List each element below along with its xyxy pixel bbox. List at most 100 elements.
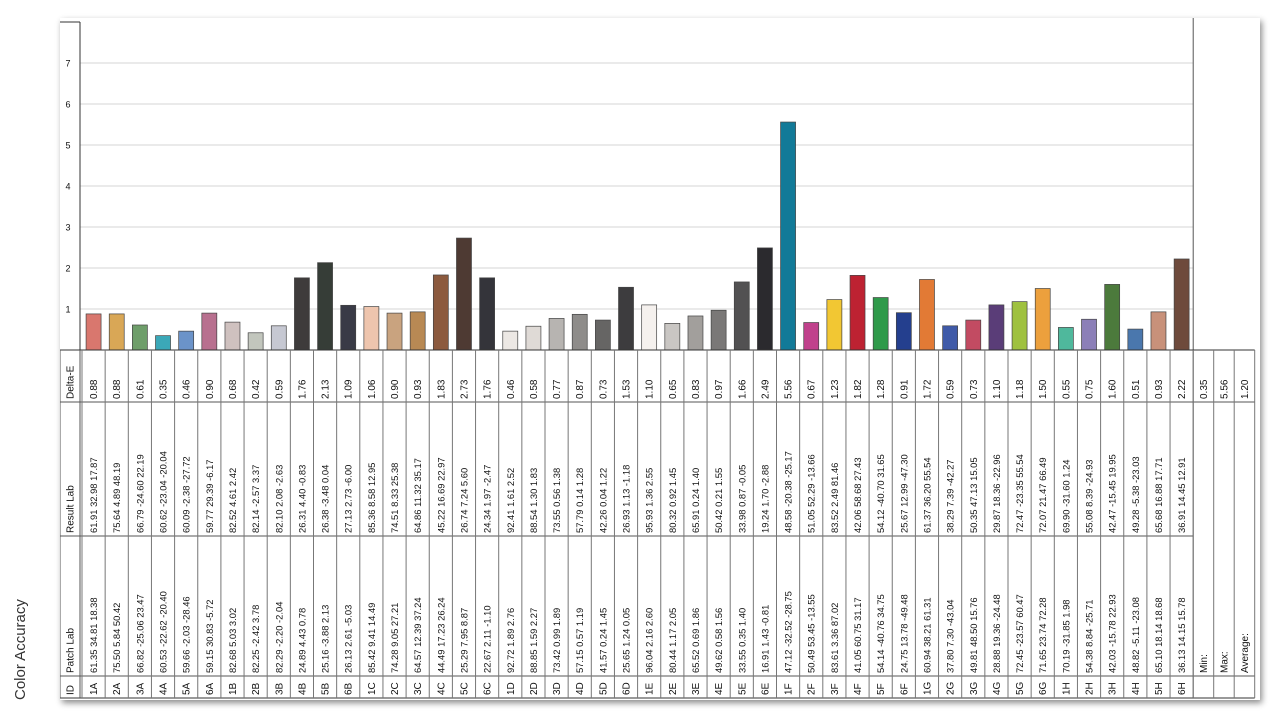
- cell-result-lab-2H: 55.08 8.39 -24.93: [1084, 460, 1095, 534]
- cell-patch-lab-3D: 73.42 0.99 1.89: [551, 608, 562, 673]
- bar-2G: [942, 325, 958, 351]
- cell-patch-lab-4B: 24.89 4.43 0.78: [296, 608, 307, 673]
- cell-patch-lab-2B: 82.25 -2.42 3.78: [250, 605, 261, 673]
- cell-result-lab-6G: 72.07 21.47 66.49: [1037, 457, 1048, 533]
- cell-delta-e-2D: 0.58: [529, 379, 540, 399]
- cell-delta-e-2H: 0.75: [1085, 379, 1096, 399]
- cell-delta-e-3F: 1.23: [830, 379, 841, 399]
- cell-patch-lab-2G: 37.80 7.30 -43.04: [945, 600, 956, 674]
- cell-id-5A: 5A: [182, 682, 193, 695]
- cell-id-4E: 4E: [714, 682, 725, 695]
- bar-1C: [363, 306, 380, 351]
- cell-result-lab-5B: 26.38 -3.48 0.04: [320, 465, 331, 533]
- cell-delta-e-5C: 2.73: [459, 379, 470, 399]
- bar-2B: [247, 332, 264, 351]
- cell-delta-e-6A: 0.90: [205, 379, 216, 399]
- cell-patch-lab-1H: 70.19 -31.85 1.98: [1060, 600, 1071, 674]
- cell-delta-e-2G: 0.59: [946, 379, 957, 399]
- cell-result-lab-6E: 19.24 1.70 -2.88: [759, 465, 770, 533]
- cell-patch-lab-4E: 49.62 0.58 1.56: [713, 608, 724, 673]
- cell-result-lab-4F: 42.06 58.68 27.43: [852, 457, 863, 533]
- bar-2F: [803, 322, 820, 351]
- cell-result-lab-6F: 25.67 12.99 -47.30: [898, 454, 909, 533]
- y-tick-label: 1: [65, 305, 70, 315]
- cell-patch-lab-2F: 50.49 53.45 -13.55: [806, 594, 817, 673]
- cell-patch-lab-5E: 33.55 0.35 1.40: [736, 608, 747, 673]
- bar-3B: [270, 325, 287, 351]
- cell-result-lab-6H: 36.91 14.45 12.91: [1176, 457, 1187, 533]
- cell-delta-e-4A: 0.35: [159, 379, 170, 399]
- cell-patch-lab-3C: 64.57 12.39 37.24: [412, 597, 423, 673]
- bar-6B: [340, 304, 357, 351]
- cell-patch-lab-6A: 59.15 30.83 -5.72: [204, 600, 215, 674]
- cell-id-5E: 5E: [737, 682, 748, 695]
- cell-patch-lab-6D: 25.65 1.24 0.05: [621, 608, 632, 673]
- bar-4F: [849, 275, 866, 351]
- cell-result-lab-5E: 33.98 0.87 -0.05: [736, 465, 747, 533]
- bar-2H: [1081, 318, 1097, 351]
- bar-6D: [618, 286, 634, 351]
- summary-value-2: 5.56: [1219, 379, 1230, 399]
- data-table: ID Patch Lab Result Lab Delta-E 1A 61.35 34.8…: [59, 349, 1256, 699]
- cell-id-2A: 2A: [112, 682, 123, 695]
- cell-patch-lab-6G: 71.65 23.74 72.28: [1037, 597, 1048, 673]
- bar-1A: [85, 313, 102, 351]
- cell-result-lab-4C: 45.22 16.69 22.97: [435, 457, 446, 533]
- cell-delta-e-6E: 2.49: [760, 379, 771, 399]
- cell-patch-lab-5C: 25.29 7.95 8.87: [458, 608, 469, 673]
- cell-result-lab-3E: 65.91 0.24 1.40: [690, 468, 701, 533]
- cell-id-6B: 6B: [344, 682, 355, 695]
- cell-delta-e-2A: 0.88: [112, 379, 123, 399]
- cell-id-2B: 2B: [251, 682, 262, 695]
- cell-id-3B: 3B: [274, 682, 285, 695]
- summary-value-3: 1.20: [1240, 379, 1251, 399]
- cell-result-lab-5D: 42.26 0.04 1.22: [597, 468, 608, 533]
- cell-result-lab-1C: 85.36 8.58 12.95: [366, 463, 377, 533]
- cell-result-lab-2D: 88.54 1.30 1.83: [528, 468, 539, 533]
- cell-result-lab-4A: 60.62 -23.04 -20.04: [158, 451, 169, 533]
- cell-id-6H: 6H: [1177, 682, 1188, 695]
- cell-id-6F: 6F: [899, 683, 910, 695]
- color-accuracy-chart: 1 2 3 4 5 6 7 ID Patch Lab Result Lab Delta-E 1A 61…: [59, 18, 1256, 699]
- cell-delta-e-2F: 0.67: [807, 379, 818, 399]
- bars: [85, 121, 1190, 351]
- cell-patch-lab-6E: 16.91 1.43 -0.81: [759, 605, 770, 673]
- bar-1G: [919, 279, 935, 351]
- cell-delta-e-4E: 0.97: [714, 379, 725, 399]
- cell-patch-lab-1A: 61.35 34.81 18.38: [88, 597, 99, 673]
- cell-id-1C: 1C: [367, 682, 378, 695]
- y-tick-label: 3: [65, 223, 70, 233]
- cell-patch-lab-5F: 54.14 -40.76 34.75: [875, 594, 886, 673]
- bar-6C: [479, 277, 495, 351]
- cell-id-3C: 3C: [413, 682, 424, 695]
- cell-result-lab-2G: 38.29 7.39 -42.27: [945, 460, 956, 534]
- cell-delta-e-4C: 1.83: [436, 379, 447, 399]
- cell-patch-lab-1C: 85.42 9.41 14.49: [366, 603, 377, 673]
- bar-3A: [132, 324, 148, 351]
- bar-3G: [965, 319, 982, 351]
- cell-result-lab-6A: 59.77 29.39 -6.17: [204, 460, 215, 534]
- cell-id-5G: 5G: [1015, 681, 1026, 695]
- cell-delta-e-2B: 0.42: [251, 379, 262, 399]
- cell-id-5D: 5D: [598, 682, 609, 695]
- cell-id-6C: 6C: [483, 682, 494, 695]
- cell-id-1G: 1G: [922, 681, 933, 695]
- cell-delta-e-5E: 1.66: [737, 379, 748, 399]
- cell-result-lab-6C: 24.34 1.97 -2.47: [482, 465, 493, 533]
- bar-6H: [1173, 258, 1190, 351]
- cell-patch-lab-3E: 65.52 0.69 1.86: [690, 608, 701, 673]
- bar-5F: [872, 297, 889, 351]
- cell-patch-lab-2A: 75.50 5.84 50.42: [111, 603, 122, 673]
- cell-result-lab-6B: 27.13 2.73 -6.00: [343, 465, 354, 533]
- y-tick-label: 7: [65, 59, 70, 69]
- cell-patch-lab-4H: 48.82 -5.11 -23.08: [1130, 597, 1141, 673]
- cell-delta-e-4B: 1.76: [297, 379, 308, 399]
- cell-patch-lab-6H: 36.13 14.15 15.78: [1176, 597, 1187, 673]
- cell-patch-lab-3H: 42.03 -15.78 22.93: [1107, 594, 1118, 673]
- cell-delta-e-5D: 0.73: [598, 379, 609, 399]
- cell-id-4D: 4D: [575, 682, 586, 695]
- cell-id-4B: 4B: [297, 682, 308, 695]
- cell-patch-lab-3A: 66.82 -25.06 23.47: [134, 594, 145, 673]
- cell-result-lab-2E: 80.32 0.92 1.45: [667, 468, 678, 533]
- cell-patch-lab-6C: 22.67 2.11 -1.10: [482, 605, 493, 673]
